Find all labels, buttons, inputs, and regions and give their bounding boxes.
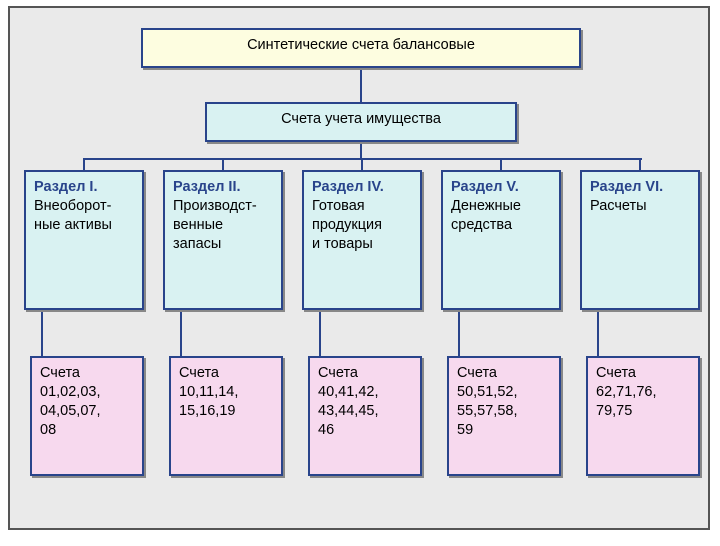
connector xyxy=(180,312,182,356)
section-desc: Внеоборот- ные активы xyxy=(34,197,134,235)
connector xyxy=(222,158,224,170)
connector xyxy=(458,312,460,356)
accounts-label: Счета 40,41,42, 43,44,45, 46 xyxy=(310,358,420,445)
section-desc: Производст- венные запасы xyxy=(173,197,273,254)
accounts-label: Счета 50,51,52, 55,57,58, 59 xyxy=(449,358,559,445)
section-desc: Денежные средства xyxy=(451,197,551,235)
section-box: Раздел VI.Расчеты xyxy=(580,170,700,310)
connector xyxy=(361,158,363,170)
connector xyxy=(360,70,362,102)
section-box: Раздел I.Внеоборот- ные активы xyxy=(24,170,144,310)
accounts-label: Счета 10,11,14, 15,16,19 xyxy=(171,358,281,427)
section-box: Раздел V.Денежные средства xyxy=(441,170,561,310)
connector xyxy=(41,312,43,356)
section-title: Раздел I. xyxy=(34,178,134,197)
section-box: Раздел IV.Готовая продукция и товары xyxy=(302,170,422,310)
connector xyxy=(319,312,321,356)
accounts-label: Счета 62,71,76, 79,75 xyxy=(588,358,698,427)
accounts-label: Счета 01,02,03, 04,05,07, 08 xyxy=(32,358,142,445)
accounts-box: Счета 40,41,42, 43,44,45, 46 xyxy=(308,356,422,476)
top-header-box: Синтетические счета балансовые xyxy=(141,28,581,68)
section-desc: Готовая продукция и товары xyxy=(312,197,412,254)
sub-header-label: Счета учета имущества xyxy=(207,104,515,135)
accounts-box: Счета 50,51,52, 55,57,58, 59 xyxy=(447,356,561,476)
top-header-label: Синтетические счета балансовые xyxy=(143,30,579,61)
section-title: Раздел II. xyxy=(173,178,273,197)
connector xyxy=(597,312,599,356)
accounts-box: Счета 01,02,03, 04,05,07, 08 xyxy=(30,356,144,476)
connector xyxy=(84,158,642,160)
connector xyxy=(500,158,502,170)
accounts-box: Счета 10,11,14, 15,16,19 xyxy=(169,356,283,476)
accounts-box: Счета 62,71,76, 79,75 xyxy=(586,356,700,476)
section-title: Раздел IV. xyxy=(312,178,412,197)
section-title: Раздел VI. xyxy=(590,178,690,197)
connector xyxy=(83,158,85,170)
connector xyxy=(639,158,641,170)
section-desc: Расчеты xyxy=(590,197,690,216)
diagram-frame: Синтетические счета балансовые Счета уче… xyxy=(8,6,710,530)
sub-header-box: Счета учета имущества xyxy=(205,102,517,142)
section-box: Раздел II.Производст- венные запасы xyxy=(163,170,283,310)
section-title: Раздел V. xyxy=(451,178,551,197)
connector xyxy=(360,144,362,158)
